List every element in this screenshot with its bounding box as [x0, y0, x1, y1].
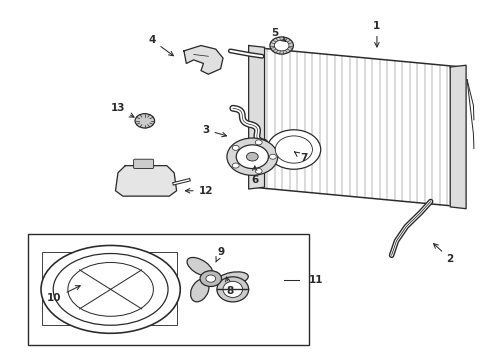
Circle shape: [246, 152, 258, 161]
Circle shape: [267, 130, 321, 169]
Circle shape: [274, 40, 289, 51]
Ellipse shape: [68, 262, 153, 316]
Ellipse shape: [217, 272, 248, 285]
Text: 8: 8: [225, 277, 234, 296]
Circle shape: [206, 275, 216, 282]
Polygon shape: [248, 45, 265, 189]
Ellipse shape: [223, 281, 243, 297]
Polygon shape: [450, 65, 466, 209]
Text: 4: 4: [148, 35, 173, 56]
Circle shape: [135, 114, 155, 128]
Text: 10: 10: [47, 286, 80, 303]
Circle shape: [232, 163, 239, 168]
Ellipse shape: [187, 257, 213, 276]
Polygon shape: [184, 45, 223, 74]
Circle shape: [227, 138, 278, 175]
Ellipse shape: [53, 253, 168, 325]
Circle shape: [270, 154, 276, 159]
Circle shape: [275, 136, 313, 163]
Text: 2: 2: [434, 244, 454, 264]
Text: 6: 6: [251, 166, 258, 185]
Circle shape: [232, 145, 239, 150]
Polygon shape: [252, 47, 463, 207]
Circle shape: [200, 271, 221, 287]
Text: 7: 7: [294, 152, 307, 163]
Text: 5: 5: [270, 28, 286, 41]
Text: 9: 9: [216, 247, 224, 262]
Circle shape: [236, 145, 269, 168]
Ellipse shape: [41, 246, 180, 333]
FancyBboxPatch shape: [134, 159, 154, 168]
Polygon shape: [116, 166, 176, 196]
Text: 12: 12: [185, 186, 213, 196]
Text: 1: 1: [373, 21, 381, 47]
Text: 13: 13: [111, 103, 134, 117]
Circle shape: [255, 140, 262, 145]
Text: 3: 3: [202, 125, 226, 137]
Ellipse shape: [191, 279, 209, 302]
Ellipse shape: [217, 277, 248, 302]
Bar: [42, 252, 176, 325]
Text: 11: 11: [309, 275, 323, 285]
Circle shape: [255, 168, 262, 174]
Circle shape: [270, 37, 294, 54]
Bar: [27, 234, 309, 345]
